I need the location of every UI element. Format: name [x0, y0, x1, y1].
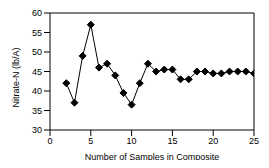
svg-text:0: 0 — [47, 136, 52, 146]
svg-text:Nitrate-N (lb/A): Nitrate-N (lb/A) — [11, 47, 21, 107]
svg-text:35: 35 — [32, 106, 42, 116]
svg-text:50: 50 — [32, 47, 42, 57]
svg-text:45: 45 — [32, 67, 42, 77]
svg-text:5: 5 — [88, 136, 93, 146]
svg-text:Number of Samples in Composite: Number of Samples in Composite — [85, 152, 220, 160]
svg-text:15: 15 — [167, 136, 177, 146]
svg-text:25: 25 — [249, 136, 259, 146]
svg-text:40: 40 — [32, 86, 42, 96]
svg-text:10: 10 — [127, 136, 137, 146]
svg-text:55: 55 — [32, 28, 42, 38]
svg-text:60: 60 — [32, 8, 42, 18]
svg-text:30: 30 — [32, 125, 42, 135]
svg-text:20: 20 — [208, 136, 218, 146]
